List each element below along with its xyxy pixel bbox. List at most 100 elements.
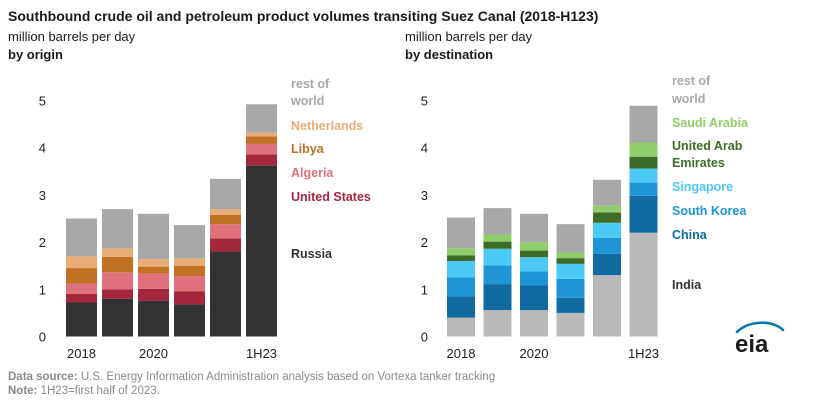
legend-label-russia: Russia <box>291 247 333 261</box>
bar-segment-russia-2020 <box>138 300 169 337</box>
bar-segment-south-korea-2019 <box>483 265 512 285</box>
y-tick-label: 1 <box>421 282 428 297</box>
right-subtitle: by destination <box>405 47 494 62</box>
bar-segment-rest-of-world-2019 <box>102 209 133 249</box>
bar-segment-saudi-arabia-2018 <box>447 248 475 256</box>
data-source-text: U.S. Energy Information Administration a… <box>80 371 496 383</box>
legend-label-united-states: United States <box>291 190 371 204</box>
y-tick-label: 0 <box>421 330 428 345</box>
bar-segment-libya-2020 <box>138 266 169 274</box>
bar-segment-singapore-2020 <box>520 257 548 272</box>
legend-label-singapore: Singapore <box>672 180 733 194</box>
bar-segment-libya-2021 <box>174 265 205 277</box>
bar-segment-united-arab-emirates-2021 <box>556 258 585 264</box>
x-tick-label: 2020 <box>520 346 549 361</box>
bar-segment-india-2019 <box>483 310 512 337</box>
bar-segment-united-states-2021 <box>174 291 205 305</box>
bar-segment-rest-of-world-2020 <box>520 213 548 243</box>
bar-segment-netherlands-2022 <box>210 209 241 215</box>
bar-segment-russia-2019 <box>102 298 133 337</box>
legend-label-china: China <box>672 228 708 242</box>
bar-segment-china-2019 <box>483 284 512 311</box>
chart-title: Southbound crude oil and petroleum produ… <box>8 8 599 24</box>
bar-segment-india-2018 <box>447 317 475 337</box>
bar-segment-algeria-2018 <box>66 283 97 295</box>
bar-segment-netherlands-2018 <box>66 256 97 269</box>
bar-segment-india-2021 <box>556 312 585 337</box>
y-tick-label: 5 <box>421 94 428 109</box>
bar-segment-russia-2021 <box>174 304 205 337</box>
x-tick-label: 2020 <box>139 346 168 361</box>
legend-label-saudi-arabia: Saudi Arabia <box>672 116 749 130</box>
footnote-label: Note: <box>8 385 38 397</box>
bar-segment-libya-2019 <box>102 256 133 273</box>
origin-chart: 0 1 2 3 4 5 2018 2020 1H23 Russia United States Alg… <box>39 77 371 361</box>
bar-segment-rest-of-world-2022 <box>593 179 621 206</box>
right-units-label: million barrels per day <box>405 29 533 44</box>
y-tick-label: 5 <box>39 94 46 109</box>
bar-segment-united-arab-emirates-2018 <box>447 255 475 261</box>
legend-label-rest-of-world: rest of world <box>671 74 711 106</box>
bar-segment-rest-of-world-2018 <box>66 218 97 257</box>
bar-segment-singapore-2019 <box>483 248 512 266</box>
y-tick-label: 3 <box>421 188 428 203</box>
bar-segment-india-1h23 <box>629 232 658 337</box>
bar-segment-rest-of-world-2020 <box>138 213 169 260</box>
bar-segment-united-states-1h23 <box>246 154 277 166</box>
bar-segment-netherlands-2019 <box>102 248 133 257</box>
bar-segment-china-2020 <box>520 285 548 311</box>
bar-segment-rest-of-world-2021 <box>556 224 585 253</box>
bar-segment-united-states-2018 <box>66 294 97 303</box>
bar-segment-china-1h23 <box>629 195 658 233</box>
legend-label-algeria: Algeria <box>291 166 334 180</box>
x-tick-label: 1H23 <box>246 346 277 361</box>
bar-segment-russia-1h23 <box>246 165 277 337</box>
bar-segment-algeria-2021 <box>174 276 205 292</box>
bar-segment-south-korea-2018 <box>447 277 475 297</box>
left-units-label: million barrels per day <box>8 29 136 44</box>
bar-segment-saudi-arabia-2022 <box>593 205 621 213</box>
legend-label-united-arab-emirates: United Arab Emirates <box>672 139 743 170</box>
y-tick-label: 0 <box>39 330 46 345</box>
x-tick-label: 1H23 <box>628 346 659 361</box>
bar-segment-rest-of-world-2019 <box>483 208 512 235</box>
bar-segment-south-korea-2020 <box>520 271 548 286</box>
bar-segment-india-2022 <box>593 275 621 337</box>
bar-segment-singapore-2021 <box>556 263 585 279</box>
bar-segment-united-states-2022 <box>210 238 241 252</box>
bar-segment-netherlands-2021 <box>174 258 205 266</box>
bar-segment-united-arab-emirates-2022 <box>593 212 621 223</box>
bar-segment-saudi-arabia-2019 <box>483 234 512 242</box>
bar-segment-algeria-2019 <box>102 272 133 290</box>
bar-segment-saudi-arabia-2020 <box>520 242 548 251</box>
left-subtitle: by origin <box>8 47 63 62</box>
bar-segment-south-korea-2021 <box>556 278 585 298</box>
bar-segment-algeria-2022 <box>210 224 241 239</box>
y-tick-label: 4 <box>421 141 428 156</box>
bar-segment-india-2020 <box>520 310 548 337</box>
bar-segment-united-arab-emirates-2020 <box>520 250 548 258</box>
y-tick-label: 2 <box>421 235 428 250</box>
bar-segment-russia-2018 <box>66 302 97 337</box>
x-tick-label: 2018 <box>67 346 96 361</box>
legend-label-libya: Libya <box>291 142 325 156</box>
legend-label-india: India <box>672 278 702 292</box>
legend-label-south-korea: South Korea <box>672 204 747 218</box>
bar-segment-united-arab-emirates-1h23 <box>629 156 658 169</box>
footnote-text: 1H23=first half of 2023. <box>40 385 160 397</box>
bar-segment-saudi-arabia-1h23 <box>629 142 658 157</box>
bar-segment-libya-2018 <box>66 268 97 284</box>
bar-segment-china-2022 <box>593 253 621 276</box>
bar-segment-singapore-2022 <box>593 222 621 238</box>
bar-segment-united-states-2020 <box>138 288 169 301</box>
bar-segment-libya-1h23 <box>246 136 277 144</box>
bar-segment-netherlands-1h23 <box>246 132 277 137</box>
y-tick-label: 1 <box>39 282 46 297</box>
bar-segment-algeria-2020 <box>138 273 169 289</box>
bar-segment-singapore-2018 <box>447 260 475 278</box>
legend-label-netherlands: Netherlands <box>291 119 363 133</box>
data-source-label: Data source: <box>8 371 78 383</box>
bar-segment-russia-2022 <box>210 251 241 337</box>
x-tick-label: 2018 <box>447 346 476 361</box>
